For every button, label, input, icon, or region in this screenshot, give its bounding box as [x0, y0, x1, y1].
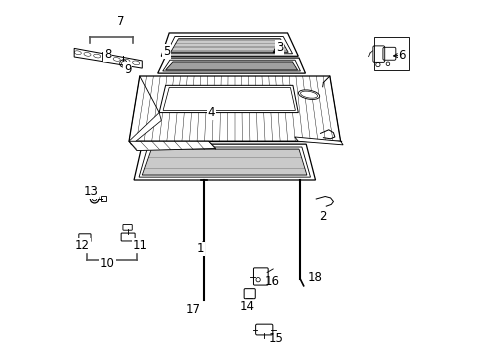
Text: 9: 9 — [124, 63, 131, 76]
Polygon shape — [159, 85, 298, 113]
Text: 3: 3 — [275, 41, 283, 54]
Text: 13: 13 — [83, 185, 98, 198]
Polygon shape — [129, 141, 215, 150]
Text: 10: 10 — [100, 257, 115, 270]
Bar — [102, 51, 106, 60]
Text: 17: 17 — [186, 303, 201, 316]
Text: 8: 8 — [103, 48, 111, 61]
Ellipse shape — [300, 91, 317, 98]
Text: 7: 7 — [117, 15, 124, 28]
Text: 2: 2 — [318, 210, 326, 223]
Text: 12: 12 — [75, 239, 90, 252]
Text: 18: 18 — [307, 271, 322, 284]
Text: 11: 11 — [133, 239, 148, 252]
Polygon shape — [294, 137, 343, 145]
Text: 1: 1 — [197, 242, 204, 255]
Bar — [169, 141, 175, 145]
Bar — [156, 141, 163, 145]
Text: 16: 16 — [264, 275, 280, 288]
Bar — [183, 141, 190, 145]
Text: 5: 5 — [163, 45, 170, 58]
Polygon shape — [129, 113, 161, 145]
Ellipse shape — [298, 90, 319, 99]
Bar — [373, 37, 408, 69]
Polygon shape — [134, 144, 315, 180]
Bar — [101, 197, 106, 201]
Text: 15: 15 — [268, 332, 283, 345]
Polygon shape — [158, 58, 305, 73]
Text: 4: 4 — [207, 106, 215, 119]
Polygon shape — [129, 76, 340, 141]
Text: 6: 6 — [398, 49, 405, 62]
Polygon shape — [163, 87, 295, 111]
Text: 14: 14 — [240, 300, 254, 313]
